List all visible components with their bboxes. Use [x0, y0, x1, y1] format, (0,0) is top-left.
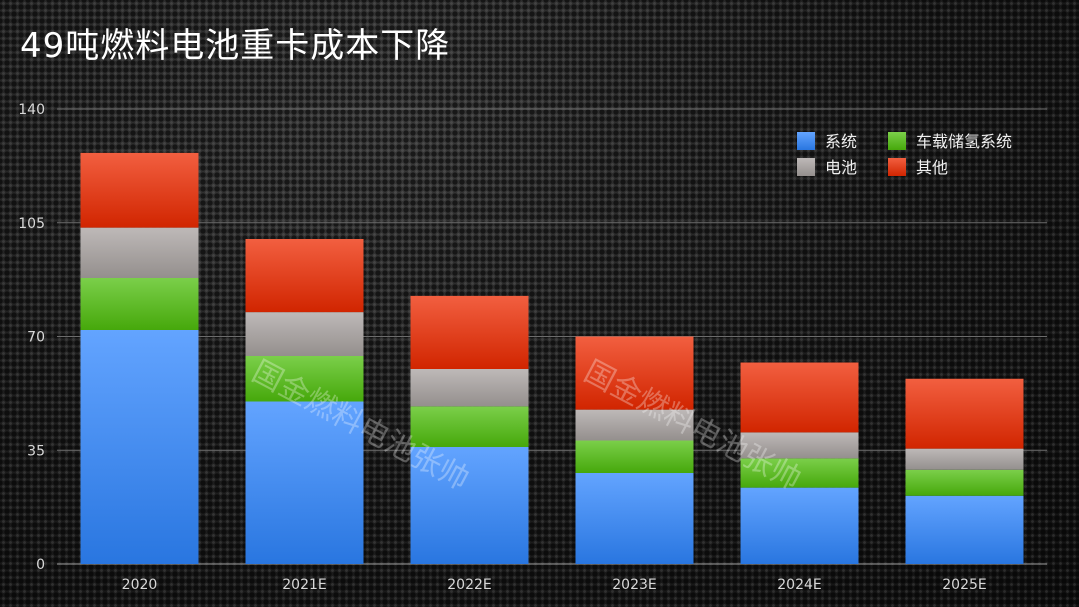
bar-segment-其他-2023E	[575, 336, 694, 410]
bar-segment-系统-2021E	[245, 401, 364, 564]
legend-swatch	[797, 158, 815, 176]
x-tick-label: 2022E	[447, 577, 491, 593]
bar-segment-系统-2023E	[575, 473, 694, 564]
x-tick-label: 2020	[122, 577, 158, 593]
bar-segment-系统-2020	[80, 330, 199, 564]
y-tick-label: 70	[27, 330, 45, 346]
y-tick-label: 140	[18, 102, 45, 118]
bar-segment-系统-2024E	[740, 487, 859, 564]
legend-label: 电池	[825, 158, 857, 177]
y-axis-tick-labels: 0 35 70 105 140	[18, 102, 45, 573]
x-tick-label: 2024E	[777, 577, 821, 593]
bar-segment-电池-2024E	[740, 432, 859, 459]
bar-segment-车载储氢系统-2025E	[905, 469, 1024, 496]
x-tick-label: 2025E	[942, 577, 986, 593]
x-axis-tick-labels: 2020 2021E 2022E 2023E 2024E 2025E	[122, 577, 987, 593]
bar-segment-电池-2025E	[905, 448, 1024, 470]
legend-swatch	[888, 158, 906, 176]
bar-segment-车载储氢系统-2024E	[740, 458, 859, 488]
bar-segment-系统-2025E	[905, 495, 1024, 564]
bars	[80, 152, 1024, 564]
bar-segment-车载储氢系统-2021E	[245, 356, 364, 402]
bar-segment-车载储氢系统-2023E	[575, 440, 694, 473]
bar-segment-其他-2022E	[410, 295, 529, 369]
y-tick-label: 0	[36, 557, 45, 573]
bar-segment-电池-2021E	[245, 312, 364, 356]
bar-segment-系统-2022E	[410, 447, 529, 564]
legend-label: 其他	[916, 158, 948, 177]
bar-segment-电池-2023E	[575, 409, 694, 441]
gridlines	[57, 108, 1047, 565]
bar-segment-电池-2022E	[410, 369, 529, 407]
bar-segment-其他-2020	[80, 152, 199, 228]
page-title: 49吨燃料电池重卡成本下降	[20, 26, 451, 66]
legend-label: 车载储氢系统	[916, 132, 1012, 151]
y-tick-label: 35	[27, 443, 45, 459]
legend-swatch	[797, 132, 815, 150]
bar-segment-其他-2021E	[245, 239, 364, 313]
bar-segment-车载储氢系统-2022E	[410, 406, 529, 447]
x-tick-label: 2021E	[282, 577, 326, 593]
bar-segment-其他-2024E	[740, 362, 859, 433]
legend-swatch	[888, 132, 906, 150]
x-tick-label: 2023E	[612, 577, 656, 593]
bar-segment-电池-2020	[80, 227, 199, 278]
bar-segment-车载储氢系统-2020	[80, 278, 199, 330]
legend-label: 系统	[825, 132, 857, 151]
bar-segment-其他-2025E	[905, 378, 1024, 449]
y-tick-label: 105	[18, 216, 45, 232]
